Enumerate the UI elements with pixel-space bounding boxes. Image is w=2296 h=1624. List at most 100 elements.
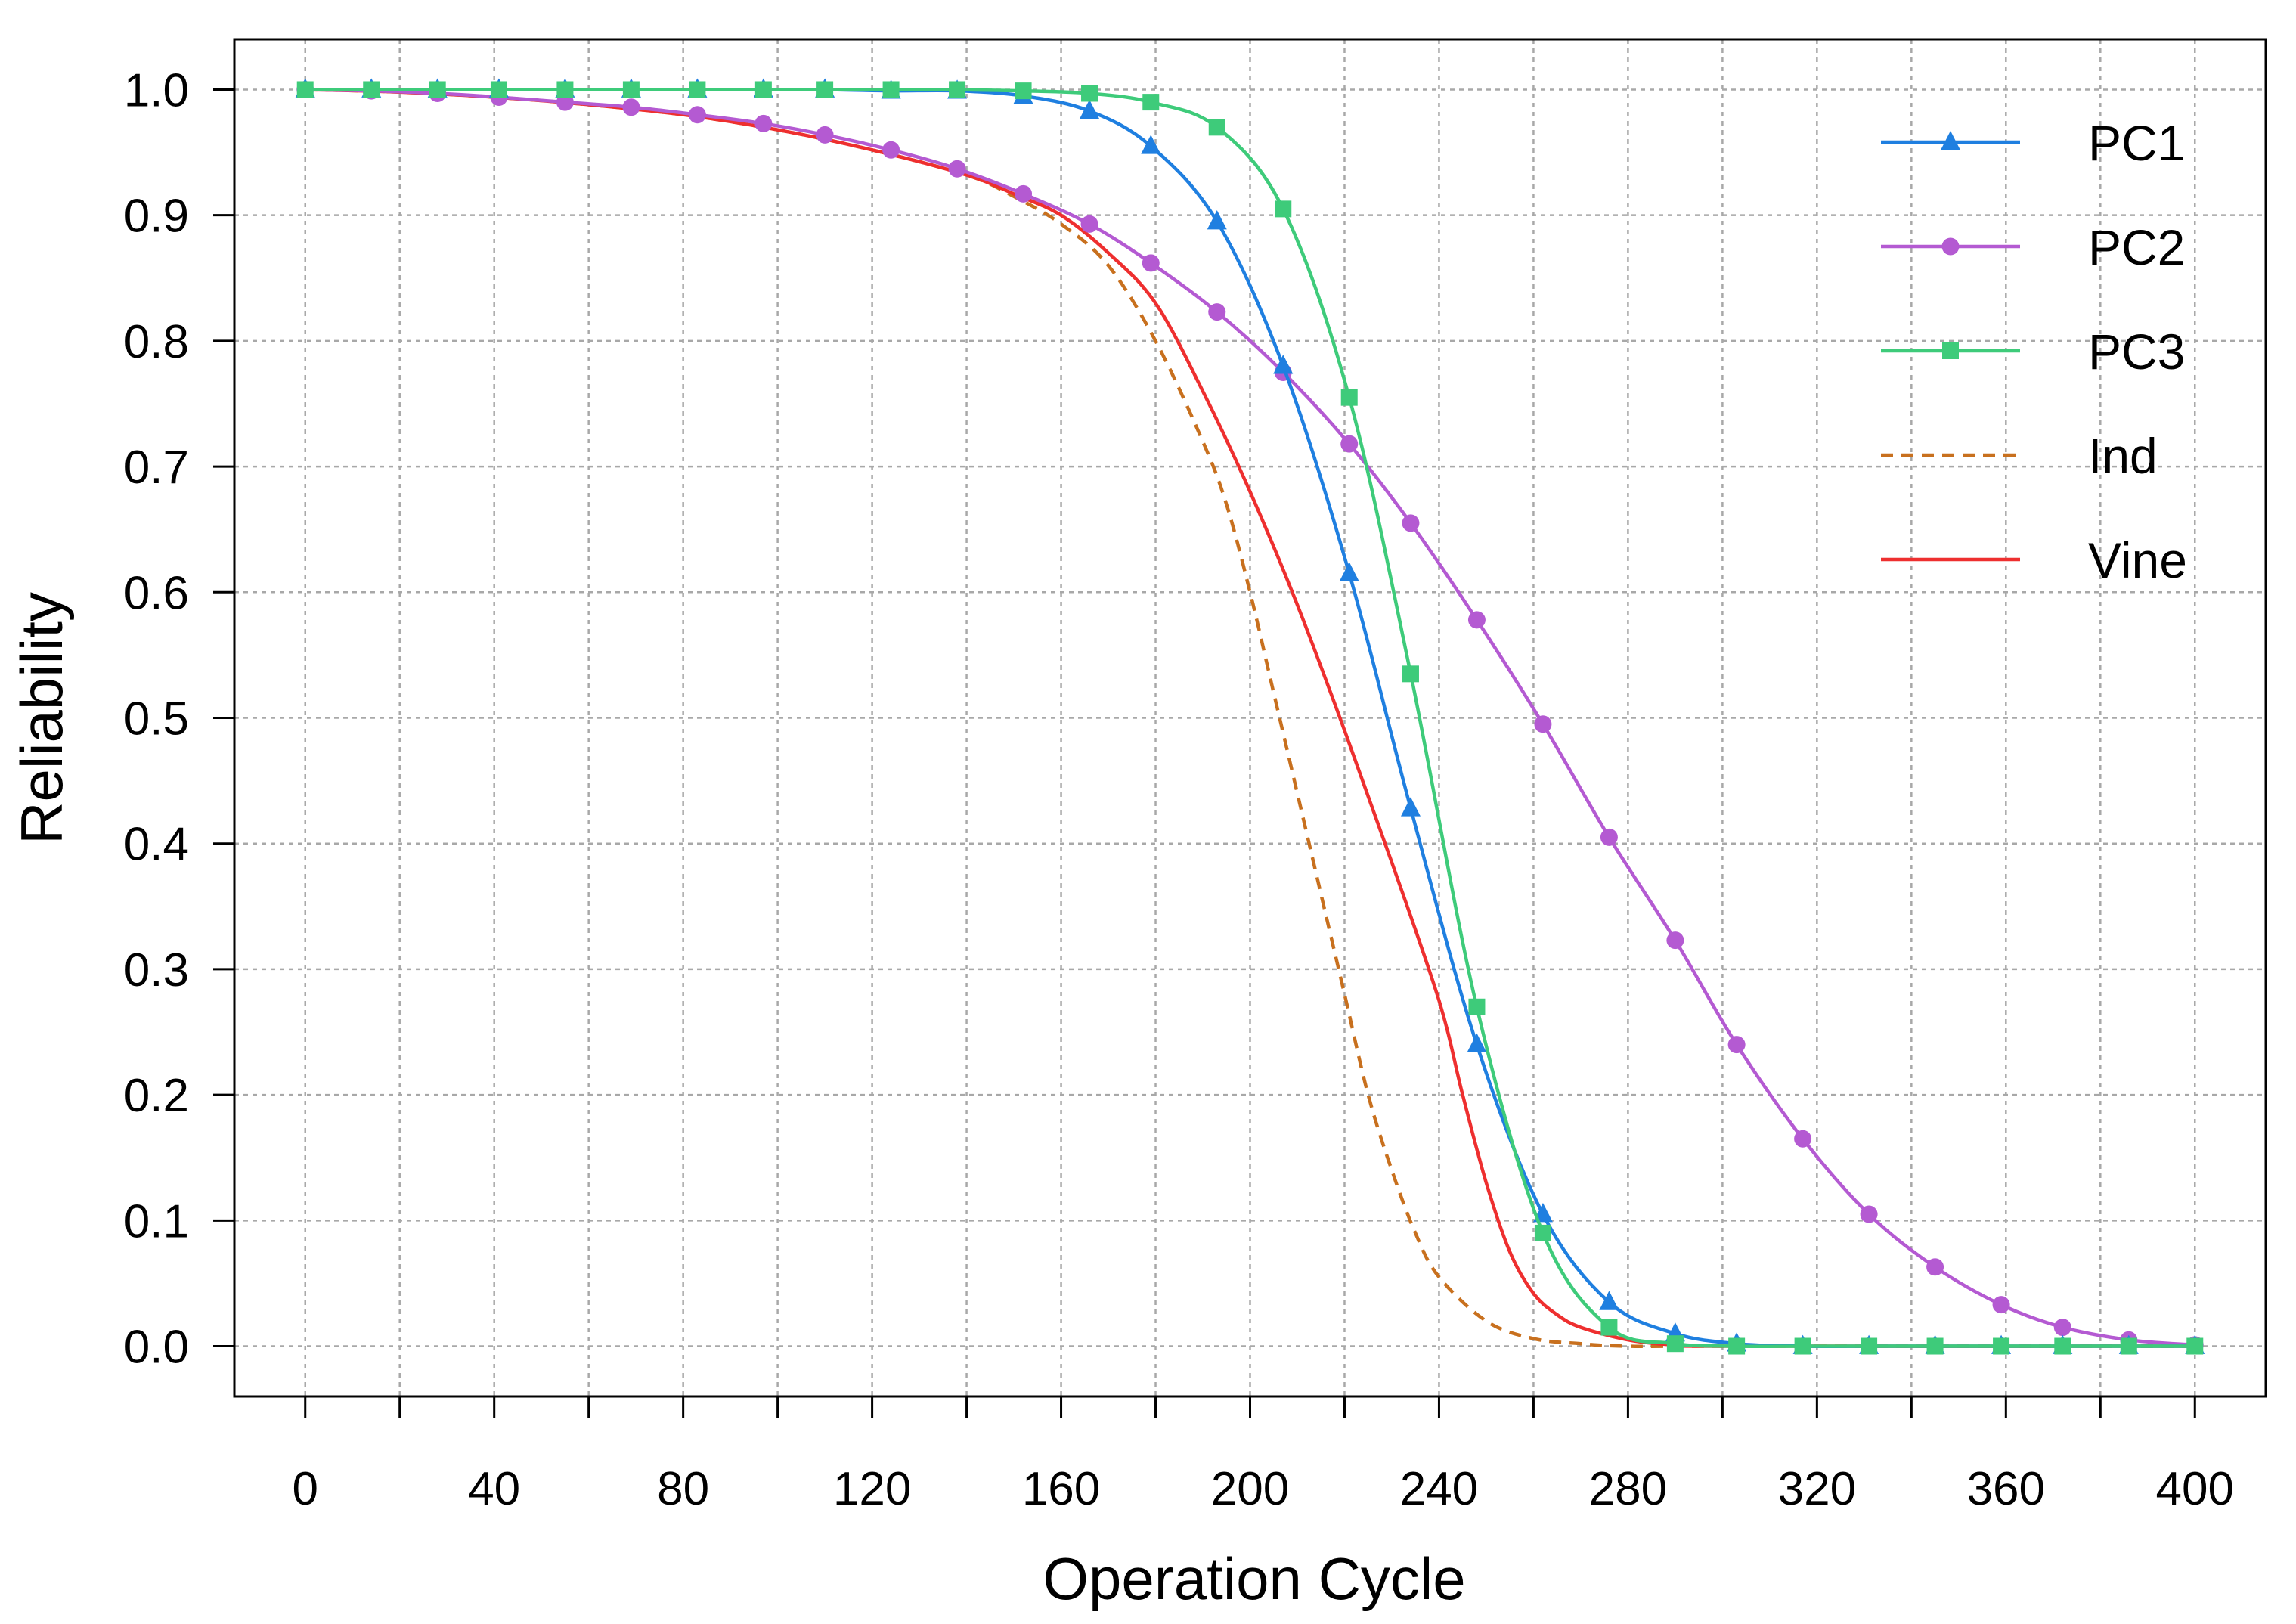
data-point-pc3 xyxy=(2120,1337,2137,1355)
data-point-pc2 xyxy=(816,126,834,144)
y-tick-label: 0.6 xyxy=(124,567,189,619)
data-point-pc3 xyxy=(363,81,380,98)
legend-marker-pc3 xyxy=(1942,342,1959,359)
data-point-pc3 xyxy=(1794,1337,1811,1355)
data-point-pc3 xyxy=(689,81,706,98)
data-point-pc1 xyxy=(1141,135,1161,154)
data-point-pc1 xyxy=(1273,355,1294,374)
data-point-pc2 xyxy=(1992,1296,2010,1314)
legend-item-ind: Ind xyxy=(1881,428,2158,484)
data-point-pc3 xyxy=(1600,1319,1618,1336)
data-point-pc1 xyxy=(1207,210,1227,230)
data-point-pc3 xyxy=(2186,1337,2204,1355)
data-point-pc2 xyxy=(1340,435,1359,453)
data-point-pc1 xyxy=(1599,1291,1619,1310)
data-point-pc3 xyxy=(1468,998,1486,1015)
data-point-pc2 xyxy=(754,114,773,132)
data-point-pc2 xyxy=(882,141,900,159)
legend-item-vine: Vine xyxy=(1881,532,2187,588)
data-point-pc2 xyxy=(1727,1036,1746,1054)
data-point-pc3 xyxy=(1015,82,1032,100)
data-point-pc3 xyxy=(490,81,507,98)
plot-series xyxy=(295,78,2205,1355)
series-pc3 xyxy=(296,81,2204,1355)
x-tick-label: 360 xyxy=(1967,1463,2045,1515)
x-tick-label: 240 xyxy=(1400,1463,1478,1515)
legend-label-ind: Ind xyxy=(2088,428,2158,484)
y-tick-label: 0.0 xyxy=(124,1322,189,1374)
data-point-pc2 xyxy=(1208,303,1226,321)
y-axis: 0.0 0.1 0.2 0.3 0.4 0.5 0.6 0.7 0.8 0.9 1.0 xyxy=(124,64,234,1374)
data-point-pc2 xyxy=(1600,828,1618,846)
y-tick-label: 1.0 xyxy=(124,64,189,116)
x-axis: 0 40 80 120 160 200 240 280 320 360 400 xyxy=(292,1396,2234,1515)
data-point-pc3 xyxy=(1534,1224,1551,1241)
legend-marker-pc1 xyxy=(1941,131,1960,150)
data-point-pc3 xyxy=(296,81,314,98)
data-point-pc2 xyxy=(622,98,640,116)
y-tick-label: 0.1 xyxy=(124,1195,189,1247)
data-point-pc2 xyxy=(1467,611,1486,629)
data-point-pc1 xyxy=(1339,562,1359,581)
y-tick-label: 0.2 xyxy=(124,1070,189,1122)
x-tick-label: 120 xyxy=(833,1463,911,1515)
data-point-pc2 xyxy=(1860,1205,1878,1223)
x-tick-label: 0 xyxy=(292,1463,318,1515)
legend-item-pc3: PC3 xyxy=(1881,324,2185,380)
y-tick-label: 0.4 xyxy=(124,819,189,871)
data-point-pc3 xyxy=(1926,1337,1944,1355)
y-tick-label: 0.9 xyxy=(124,191,189,243)
data-point-pc2 xyxy=(1142,254,1160,272)
data-point-pc2 xyxy=(1794,1130,1812,1148)
y-tick-label: 0.5 xyxy=(124,693,189,745)
legend-item-pc2: PC2 xyxy=(1881,219,2185,275)
data-point-pc3 xyxy=(1861,1337,1878,1355)
legend-label-vine: Vine xyxy=(2088,532,2187,588)
series-vine xyxy=(303,88,2197,1348)
legend-label-pc2: PC2 xyxy=(2088,219,2185,275)
data-point-pc2 xyxy=(1666,931,1684,950)
data-point-pc3 xyxy=(2054,1337,2071,1355)
data-point-pc3 xyxy=(882,81,900,98)
legend-label-pc1: PC1 xyxy=(2088,115,2185,171)
data-point-pc3 xyxy=(429,81,446,98)
data-point-pc2 xyxy=(1080,215,1098,233)
legend-marker-pc2 xyxy=(1941,237,1960,256)
x-tick-label: 40 xyxy=(468,1463,520,1515)
data-point-pc3 xyxy=(556,81,574,98)
data-point-pc2 xyxy=(1534,715,1552,733)
series-line-vine xyxy=(303,88,2197,1348)
data-point-pc2 xyxy=(688,106,706,124)
data-point-pc3 xyxy=(1142,94,1160,111)
x-tick-label: 200 xyxy=(1211,1463,1289,1515)
legend: PC1 PC2 PC3 Ind Vine xyxy=(1881,115,2187,588)
data-point-pc1 xyxy=(1400,797,1421,817)
legend-label-pc3: PC3 xyxy=(2088,324,2185,380)
data-point-pc3 xyxy=(1081,85,1098,102)
x-tick-label: 320 xyxy=(1778,1463,1856,1515)
data-point-pc3 xyxy=(1728,1337,1746,1355)
data-point-pc2 xyxy=(1926,1258,1944,1276)
data-point-pc1 xyxy=(1080,99,1100,119)
x-tick-label: 80 xyxy=(657,1463,709,1515)
data-point-pc3 xyxy=(1340,389,1358,406)
data-point-pc2 xyxy=(2053,1319,2071,1337)
data-point-pc2 xyxy=(1015,184,1033,203)
data-point-pc2 xyxy=(948,160,966,178)
data-point-pc3 xyxy=(1402,665,1419,683)
data-point-pc2 xyxy=(1402,514,1420,532)
data-point-pc3 xyxy=(1666,1335,1684,1353)
x-tick-label: 280 xyxy=(1589,1463,1667,1515)
data-point-pc3 xyxy=(1208,119,1225,136)
y-tick-label: 0.3 xyxy=(124,944,189,996)
series-line-ind xyxy=(305,88,2195,1349)
x-axis-title: Operation Cycle xyxy=(1043,1545,1465,1612)
series-ind xyxy=(305,88,2195,1349)
x-tick-label: 400 xyxy=(2156,1463,2234,1515)
legend-item-pc1: PC1 xyxy=(1881,115,2185,171)
series-line-pc3 xyxy=(303,88,2197,1349)
y-axis-title: Reliability xyxy=(8,592,75,845)
data-point-pc3 xyxy=(1993,1337,2010,1355)
y-tick-label: 0.8 xyxy=(124,316,189,368)
